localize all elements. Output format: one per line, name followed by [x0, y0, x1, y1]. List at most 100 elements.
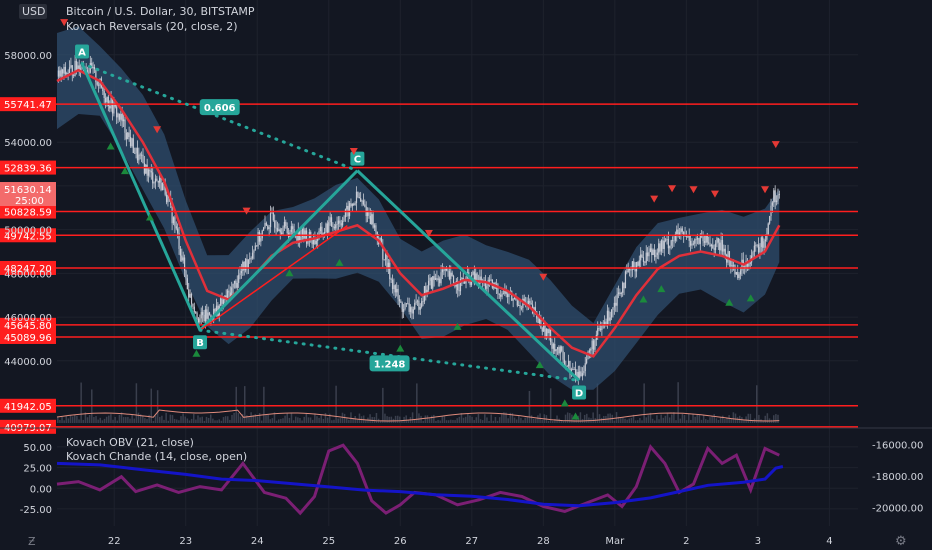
pattern-ratio-label: 1.248 [374, 359, 406, 370]
pattern-point-box[interactable] [75, 44, 90, 59]
pattern-trend-line[interactable] [199, 225, 348, 331]
candle-body [206, 309, 208, 319]
candle-body [308, 232, 310, 242]
candle-body [258, 231, 261, 242]
candle-body [771, 202, 773, 206]
candle-body [623, 282, 625, 289]
candle-body [508, 293, 510, 298]
time-tick-label: 3 [755, 536, 761, 547]
candle-body [238, 275, 240, 283]
candle-body [282, 227, 284, 235]
reversal-moving-average [56, 68, 781, 358]
volume-bar [707, 419, 709, 423]
volume-bar [241, 413, 244, 423]
candle-body [181, 255, 183, 261]
candle-body [645, 252, 647, 263]
candle-body [311, 240, 313, 245]
candle-body [518, 305, 520, 306]
candle-body [719, 242, 721, 251]
volume-bar [715, 418, 718, 423]
lower-indicator-2[interactable]: Kovach Chande (14, close, open) [66, 450, 247, 463]
volume-bar [195, 419, 197, 423]
indicator-title[interactable]: Kovach Reversals (20, close, 2) [66, 20, 238, 33]
candle-body [281, 232, 283, 235]
level-price-label: 45645.80 [4, 321, 52, 332]
volume-bar [320, 414, 322, 423]
volume-bar [358, 413, 361, 423]
candle-body [563, 359, 566, 367]
settings-icon[interactable]: ⚙ [895, 534, 907, 549]
currency-label: USD [22, 5, 46, 18]
candle-body [360, 198, 362, 202]
candle-body [286, 226, 288, 234]
volume-bar [464, 416, 467, 423]
candle-body [235, 280, 237, 288]
candle-body [383, 259, 385, 261]
candle-body [480, 276, 482, 283]
obv-tick-label: -20000.00 [872, 503, 923, 514]
time-tick-label: 2 [683, 536, 689, 547]
time-axis[interactable]: 22 23 24 25 26 27 28 Mar 2 3 4 [108, 536, 833, 547]
candle-body [434, 278, 437, 280]
volume-bar [159, 416, 161, 423]
pattern-point-box[interactable] [572, 385, 587, 400]
volume-bar [660, 414, 662, 423]
pattern-point-box[interactable] [193, 335, 208, 350]
volume-bar [290, 412, 293, 423]
candle-body [98, 84, 100, 86]
pattern-leg[interactable] [80, 62, 202, 331]
volume-bar [401, 420, 403, 423]
volume-bar [528, 390, 531, 423]
tradingview-logo-icon[interactable]: Ƶ [28, 535, 36, 548]
volume-bar [751, 420, 754, 423]
price-axis[interactable]: 50.00 25.00 0.00 -25.00 -16000.00 -18000.00 -2… [0, 51, 923, 516]
candle-body [655, 255, 657, 258]
candle-body [135, 147, 137, 154]
candle-body [88, 72, 90, 74]
candle-body [236, 282, 238, 288]
candle-body [452, 275, 455, 283]
volume-bar [437, 419, 439, 423]
candle-body [656, 252, 658, 256]
volume-bar [515, 419, 518, 423]
candle-body [190, 293, 193, 304]
volume-bar [749, 413, 752, 423]
candle-body [233, 280, 236, 284]
candle-body [314, 237, 316, 245]
chande-tick-label: 25.00 [23, 464, 52, 475]
pattern-leg[interactable] [356, 169, 581, 382]
volume-bar [131, 414, 133, 423]
xabcd-pattern[interactable]: 0.606 1.248 A B C D [75, 44, 587, 400]
currency-badge[interactable] [19, 4, 47, 19]
volume-bar [182, 413, 184, 423]
candle-body [416, 300, 419, 302]
level-price-tag [0, 160, 56, 175]
buy-marker [106, 142, 115, 150]
sell-marker [539, 273, 548, 281]
candle-body [183, 257, 186, 271]
candle-body [728, 251, 731, 260]
candle-body [257, 231, 259, 247]
candle-body [350, 203, 352, 207]
candle-body [534, 307, 536, 312]
buy-marker [535, 361, 544, 369]
volume-bar [229, 419, 231, 423]
volume-bar [724, 418, 726, 423]
candle-body [260, 238, 262, 242]
candle-body [429, 277, 431, 281]
volume-bar [658, 419, 660, 423]
candle-body [293, 229, 295, 235]
pattern-point-box[interactable] [350, 151, 365, 166]
candle-body [164, 180, 166, 195]
candle-body [386, 254, 388, 268]
lower-indicator-1[interactable]: Kovach OBV (21, close) [66, 436, 194, 449]
candle-body [659, 243, 661, 252]
pattern-leg[interactable] [198, 169, 359, 332]
candle-body [70, 65, 72, 68]
candle-body [174, 217, 176, 227]
volume-bar [407, 420, 410, 423]
volume-bar [209, 414, 212, 423]
candle-body [749, 262, 751, 265]
candle-body [437, 278, 439, 280]
